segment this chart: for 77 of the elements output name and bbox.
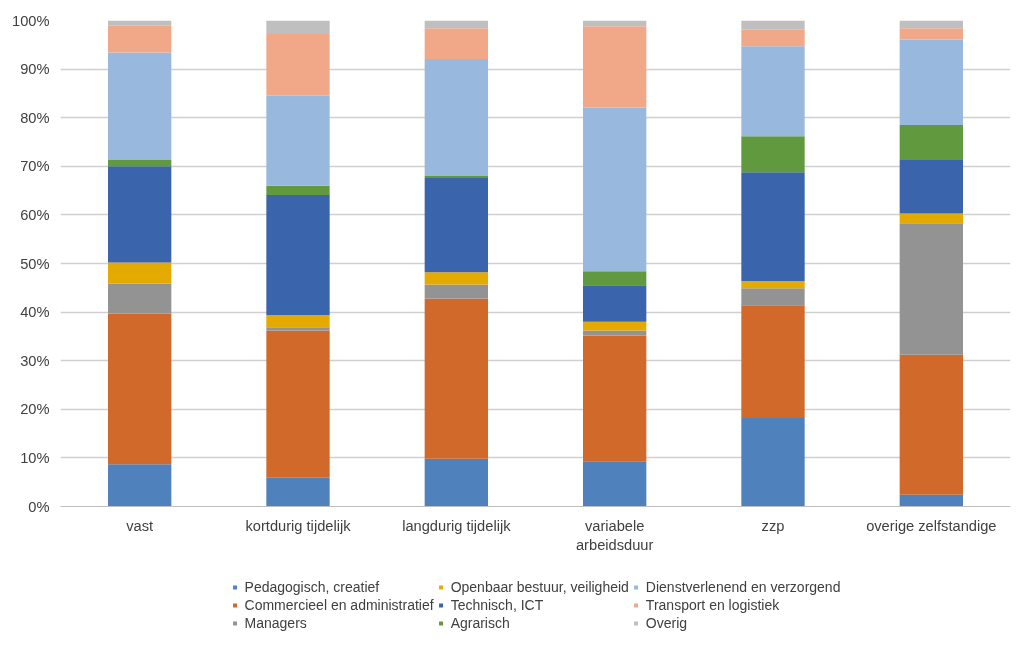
bar [583,335,647,462]
bar [583,107,647,272]
bar [741,288,805,306]
x-tick-label: langdurig tijdelijk [402,517,512,534]
legend-label: Technisch, ICT [450,597,544,613]
y-tick-label: 60% [20,206,50,223]
bar [741,418,805,507]
bar [899,354,963,495]
y-tick-label: 40% [20,304,50,321]
bar [266,34,330,96]
x-tick-label: kortdurig tijdelijk [245,517,352,534]
y-tick-label: 10% [20,449,50,466]
bar [583,461,647,507]
bar [108,313,172,465]
bar [583,271,647,286]
x-tick-label: vast [126,517,154,534]
bar [899,213,963,224]
bar [899,28,963,40]
bar [899,39,963,125]
bar [741,281,805,289]
bar [899,159,963,214]
x-tick-label: overige zelfstandige [866,517,997,534]
bar [266,194,330,316]
bar [741,305,805,419]
legend-label: Commercieel en administratief [244,597,434,613]
legend-label: Openbaar bestuur, veiligheid [450,579,629,595]
legend-label: Managers [244,615,307,631]
bar [266,330,330,478]
y-tick-label: 100% [12,12,50,29]
bar [583,321,647,331]
legend-label: Agrarisch [450,615,510,631]
bar [899,124,963,160]
y-tick-label: 80% [20,109,50,126]
bar [108,52,172,160]
bar [741,29,805,47]
y-tick-label: 50% [20,255,50,272]
bar [741,46,805,137]
bar [266,477,330,507]
bar [424,298,488,459]
bar [266,315,330,328]
bar [899,20,963,29]
y-tick-label: 70% [20,158,50,175]
legend-label: Dienstverlenend en verzorgend [645,579,841,595]
bar [583,285,647,322]
y-tick-label: 30% [20,352,50,369]
legend-label: Overig [645,615,688,631]
bar [583,26,647,108]
bar [108,159,172,167]
bar [424,458,488,507]
bar [108,464,172,507]
bar [899,494,963,507]
bar [899,223,963,355]
bar [108,25,172,53]
bar [108,166,172,263]
bar [266,20,330,35]
y-tick-label: 0% [28,498,50,515]
bar [424,284,488,299]
bar [108,283,172,314]
bar [741,136,805,173]
bar [108,262,172,284]
bar [424,58,488,177]
x-tick-label: variabele arbeidsduur [575,517,654,553]
bar [424,177,488,273]
bar [741,172,805,281]
bar [741,20,805,30]
bar [266,327,330,331]
y-tick-label: 90% [20,61,50,78]
bar [424,20,488,29]
x-tick-label: zzp [761,517,785,534]
legend-label: Pedagogisch, creatief [244,579,380,595]
bar [266,95,330,186]
bar [108,20,172,26]
bar [424,272,488,285]
bar [266,185,330,195]
y-tick-label: 20% [20,401,50,418]
bar [424,28,488,59]
legend-label: Transport en logistiek [645,597,780,613]
